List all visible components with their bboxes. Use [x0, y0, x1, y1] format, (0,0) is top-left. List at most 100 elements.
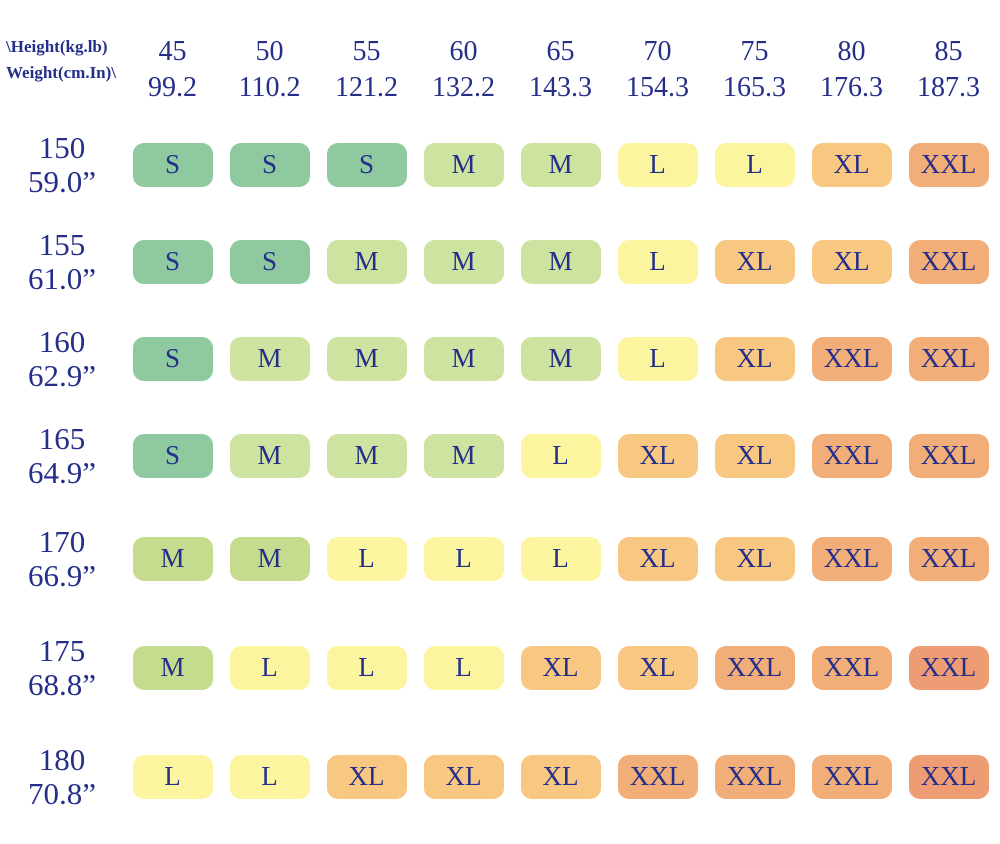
column-header-weight: 45 99.2 — [124, 34, 221, 107]
size-cell-wrap: XL — [803, 142, 900, 187]
size-cell: XL — [617, 433, 698, 478]
size-cell: XXL — [908, 433, 989, 478]
size-cell: M — [229, 536, 310, 581]
size-cell: XL — [326, 754, 407, 799]
size-cell-wrap: XL — [706, 239, 803, 284]
size-cell-wrap: XXL — [900, 433, 997, 478]
column-weight-lb: 110.2 — [238, 72, 301, 104]
table-row: 165 64.9” S M M M L XL XL XXL XXL — [0, 407, 1000, 504]
size-cell-wrap: M — [318, 433, 415, 478]
size-cell-wrap: XL — [803, 239, 900, 284]
column-weight-kg: 60 — [449, 36, 478, 67]
size-cell-wrap: M — [415, 142, 512, 187]
column-header-weight: 65 143.3 — [512, 34, 609, 107]
size-cell: XXL — [811, 645, 892, 690]
size-cell: M — [520, 336, 601, 381]
size-cell-wrap: L — [318, 645, 415, 690]
size-cell: M — [132, 536, 213, 581]
row-label-height: 155 61.0” — [0, 228, 124, 295]
size-cell: M — [326, 336, 407, 381]
column-weight-lb: 99.2 — [148, 72, 197, 104]
size-cell-wrap: M — [512, 142, 609, 187]
size-cell: S — [229, 239, 310, 284]
size-cell: XXL — [811, 754, 892, 799]
size-cell: M — [229, 433, 310, 478]
size-cell-wrap: XXL — [900, 336, 997, 381]
size-cell: L — [229, 645, 310, 690]
size-cell-wrap: XXL — [803, 433, 900, 478]
column-header-weight: 70 154.3 — [609, 34, 706, 107]
column-weight-lb: 121.2 — [335, 72, 398, 104]
size-cell: L — [229, 754, 310, 799]
size-cell: L — [326, 536, 407, 581]
size-cell: XXL — [908, 239, 989, 284]
size-cell: XXL — [908, 645, 989, 690]
size-cell: XL — [714, 239, 795, 284]
column-weight-kg: 45 — [158, 36, 187, 67]
row-height-cm: 165 — [38, 421, 86, 457]
size-cell-wrap: L — [609, 336, 706, 381]
size-cell: XL — [714, 336, 795, 381]
size-cell-wrap: S — [318, 142, 415, 187]
column-header-weight: 50 110.2 — [221, 34, 318, 107]
size-cell-wrap: XL — [415, 754, 512, 799]
column-weight-kg: 55 — [352, 36, 381, 67]
table-row: 155 61.0” S S M M M L XL XL XXL — [0, 213, 1000, 310]
size-cell-wrap: M — [512, 336, 609, 381]
size-cell: XL — [617, 645, 698, 690]
size-cell-wrap: XXL — [900, 754, 997, 799]
row-height-cm: 180 — [38, 742, 86, 778]
row-height-cm: 170 — [38, 524, 86, 560]
size-cell: XXL — [908, 536, 989, 581]
size-cell-wrap: XL — [609, 645, 706, 690]
size-cell-wrap: XL — [512, 754, 609, 799]
size-cell: L — [423, 645, 504, 690]
column-weight-lb: 143.3 — [529, 72, 592, 104]
size-cell-wrap: L — [609, 239, 706, 284]
corner-height-label: \Height(kg.lb) — [6, 37, 108, 56]
size-cell: M — [229, 336, 310, 381]
column-header-weight: 80 176.3 — [803, 34, 900, 107]
size-cell: XL — [520, 645, 601, 690]
size-cell: XXL — [908, 754, 989, 799]
size-cell: XL — [811, 142, 892, 187]
column-weight-kg: 65 — [546, 36, 575, 67]
size-cell: XXL — [811, 536, 892, 581]
size-cell-wrap: M — [415, 433, 512, 478]
size-cell-wrap: S — [124, 433, 221, 478]
size-cell: XL — [714, 536, 795, 581]
corner-axis-label: \Height(kg.lb) Weight(cm.In)\ — [0, 34, 124, 87]
size-cell-wrap: L — [609, 142, 706, 187]
size-cell: S — [132, 239, 213, 284]
size-cell: L — [617, 239, 698, 284]
column-weight-lb: 132.2 — [432, 72, 495, 104]
column-weight-kg: 70 — [643, 36, 672, 67]
size-cell-wrap: M — [318, 239, 415, 284]
size-cell: S — [326, 142, 407, 187]
row-height-in: 61.0” — [27, 260, 96, 296]
column-weight-lb: 176.3 — [820, 72, 883, 104]
row-height-cm: 160 — [38, 324, 86, 360]
size-cell: XL — [520, 754, 601, 799]
size-cell: L — [132, 754, 213, 799]
size-cell: M — [520, 142, 601, 187]
size-cell: M — [326, 433, 407, 478]
row-label-height: 175 68.8” — [0, 634, 124, 701]
size-cell: XXL — [811, 433, 892, 478]
size-cell-wrap: M — [415, 336, 512, 381]
size-cell-wrap: XXL — [900, 239, 997, 284]
column-weight-lb: 165.3 — [723, 72, 786, 104]
size-cell-wrap: XL — [609, 433, 706, 478]
size-cell-wrap: S — [221, 142, 318, 187]
size-cell: L — [423, 536, 504, 581]
size-cell: M — [520, 239, 601, 284]
row-height-in: 64.9” — [27, 454, 96, 490]
row-label-height: 160 62.9” — [0, 325, 124, 392]
size-cell: L — [617, 142, 698, 187]
size-cell: S — [132, 336, 213, 381]
size-cell-wrap: XXL — [706, 754, 803, 799]
size-cell: L — [617, 336, 698, 381]
size-cell-wrap: M — [415, 239, 512, 284]
size-cell: M — [132, 645, 213, 690]
